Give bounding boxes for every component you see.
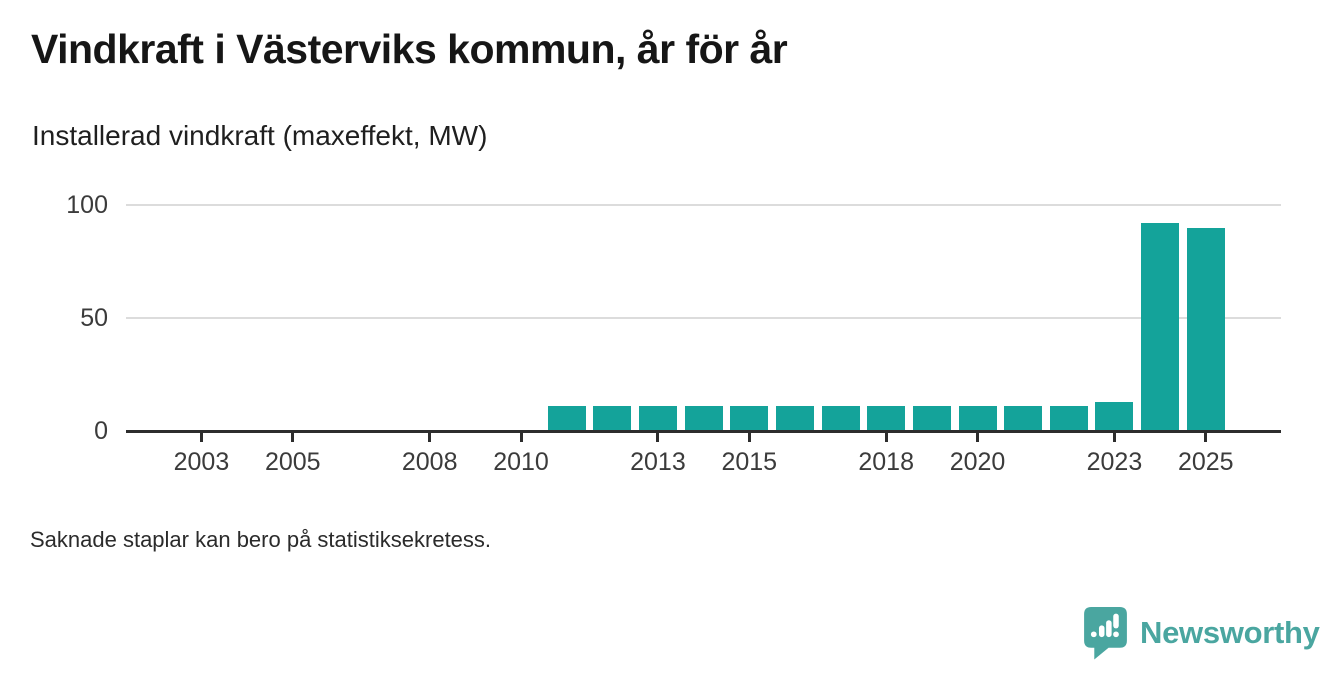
x-tick-2020	[976, 433, 979, 442]
bar-2014	[684, 406, 723, 431]
bar-2012	[593, 406, 632, 431]
x-tick-label-2018: 2018	[858, 448, 914, 476]
x-tick-2023	[1112, 433, 1116, 442]
x-tick-2015	[747, 433, 751, 442]
bar-2018	[867, 406, 906, 431]
x-tick-label-2008: 2008	[401, 448, 458, 476]
bar-2013	[638, 406, 677, 431]
y-tick-label-50: 50	[80, 304, 108, 332]
y-tick-label-100: 100	[66, 191, 108, 219]
chart-subtitle: Installerad vindkraft (maxeffekt, MW)	[32, 120, 488, 151]
bar-2015	[730, 406, 769, 431]
newsworthy-logo: Newsworthy	[1084, 606, 1320, 660]
bar-2022	[1049, 406, 1088, 431]
y-tick-label-0: 0	[94, 417, 108, 445]
x-tick-2005	[291, 433, 295, 442]
x-tick-label-2015: 2015	[721, 448, 778, 476]
newsworthy-logo-text: Newsworthy	[1140, 615, 1320, 650]
x-tick-label-2013: 2013	[630, 448, 686, 476]
x-tick-2018	[884, 433, 888, 442]
bar-2024	[1141, 223, 1180, 431]
bar-2017	[821, 406, 860, 431]
bar-2011	[547, 406, 586, 431]
x-tick-label-2005: 2005	[264, 448, 321, 476]
x-tick-label-2020: 2020	[949, 448, 1006, 476]
x-tick-label-2003: 2003	[173, 448, 230, 476]
x-tick-label-2023: 2023	[1086, 448, 1143, 476]
x-tick-2025	[1204, 433, 1208, 442]
x-tick-2003	[199, 433, 203, 442]
chart-title: Vindkraft i Västerviks kommun, år för år	[31, 26, 788, 72]
x-tick-label-2025: 2025	[1177, 448, 1234, 476]
x-tick-2010	[519, 433, 523, 442]
footnote: Saknade staplar kan bero på statistiksek…	[30, 527, 492, 552]
x-axis-line	[126, 430, 1281, 433]
bar-2023	[1095, 401, 1134, 431]
gridline-100	[126, 204, 1281, 206]
bar-2019	[912, 406, 951, 431]
bar-2016	[775, 406, 814, 431]
bar-2020	[958, 406, 997, 431]
x-tick-2008	[428, 433, 432, 442]
x-tick-2013	[656, 433, 660, 442]
gridline-50	[126, 317, 1281, 319]
bar-2021	[1004, 406, 1043, 431]
x-tick-label-2010: 2010	[493, 448, 549, 476]
newsworthy-speech-bubble-bar-chart-icon	[1084, 606, 1127, 659]
bar-2025	[1186, 227, 1225, 431]
